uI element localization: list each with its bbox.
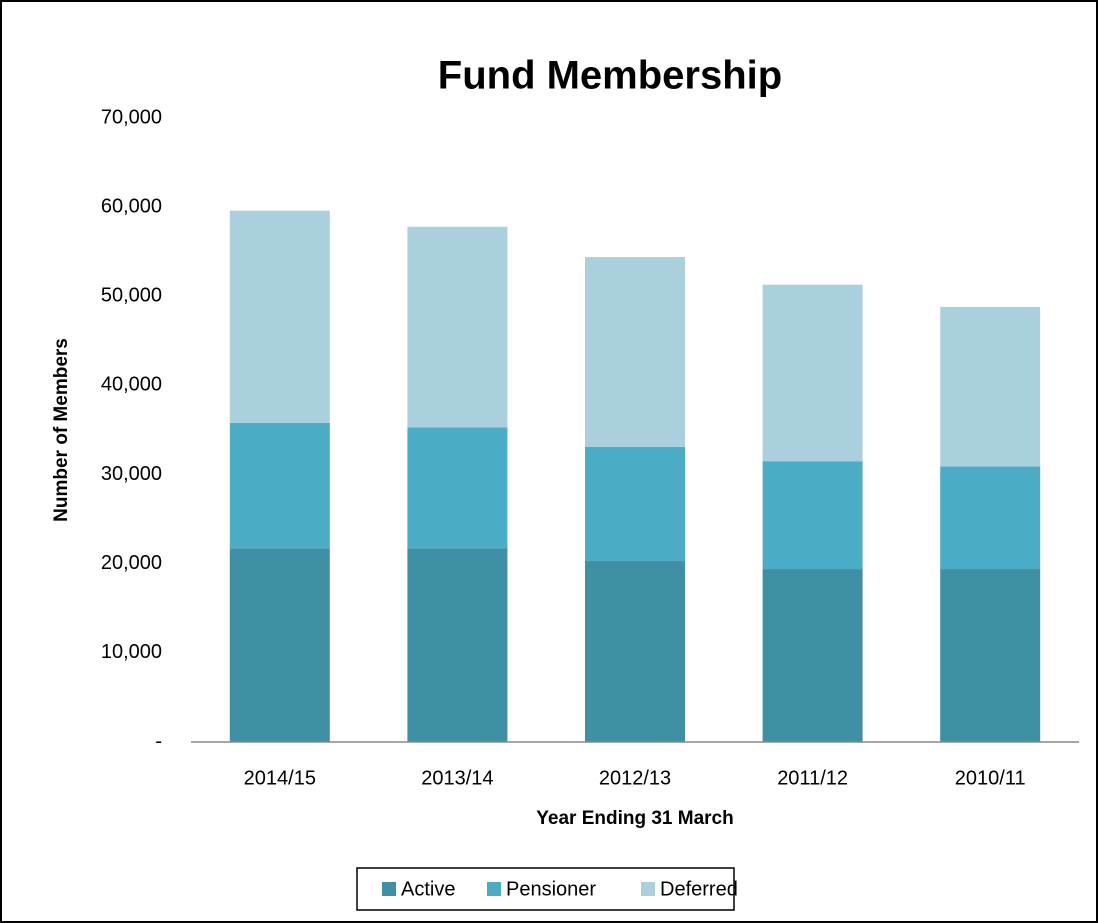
legend-label: Deferred (660, 878, 738, 900)
x-tick-label: 2011/12 (777, 767, 848, 789)
bar-segment (229, 422, 330, 549)
y-tick-label: 20,000 (101, 552, 162, 574)
bar-segment (762, 284, 863, 462)
legend-swatch (487, 882, 501, 896)
bar-segment (407, 226, 508, 428)
bar-segment (407, 548, 508, 742)
y-tick-label: - (155, 730, 162, 752)
bar-segment (585, 446, 685, 562)
legend-box (356, 867, 735, 911)
y-tick-label: 60,000 (101, 195, 162, 217)
legend-swatch (641, 882, 655, 896)
chart-title: Fund Membership (438, 54, 782, 98)
x-tick-label: 2013/14 (421, 767, 493, 789)
legend-swatch (382, 882, 396, 896)
x-tick-label: 2010/11 (955, 767, 1026, 789)
bar-segment (229, 210, 330, 423)
y-axis-label: Number of Members (51, 338, 72, 522)
bar-segment (585, 257, 685, 447)
bar-segment (762, 569, 863, 742)
legend-label: Pensioner (506, 878, 596, 900)
x-tick-label: 2014/15 (244, 767, 316, 789)
bar-segment (229, 548, 330, 742)
bar-segment (585, 561, 685, 742)
bar-segment (940, 306, 1041, 467)
y-tick-label: 40,000 (101, 374, 162, 396)
bar-segment (940, 569, 1041, 742)
bar-segment (940, 466, 1041, 570)
legend-label: Active (401, 878, 455, 900)
bar-segment (762, 461, 863, 570)
y-tick-label: 50,000 (101, 285, 162, 307)
y-tick-label: 30,000 (101, 463, 162, 485)
bar-segment (407, 427, 508, 549)
x-tick-label: 2012/13 (599, 767, 671, 789)
x-axis-label: Year Ending 31 March (536, 808, 733, 829)
y-tick-label: 10,000 (101, 641, 162, 663)
y-tick-label: 70,000 (101, 106, 162, 128)
